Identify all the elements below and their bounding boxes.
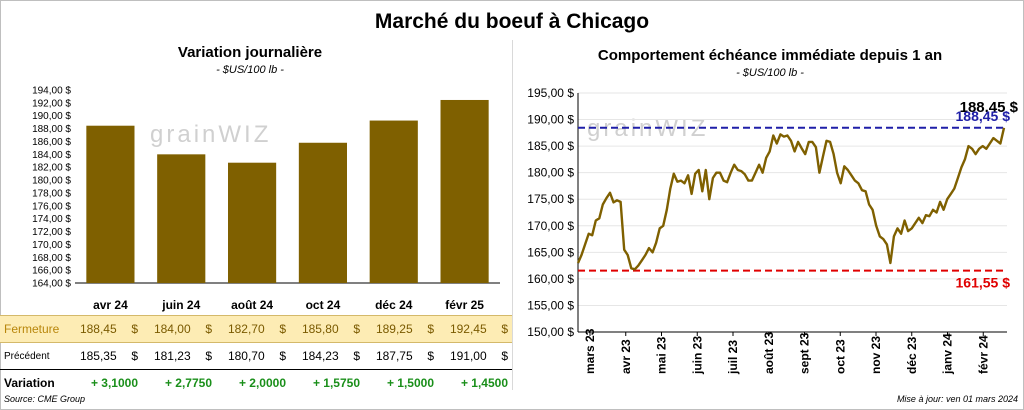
- x-tick-label: oct 23: [833, 339, 847, 374]
- y-tick-label: 186,00 $: [32, 137, 71, 148]
- price-table: Fermeture 188,45 $ 184,00 $ 182,70 $ 185…: [0, 315, 512, 396]
- right-chart-title: Comportement échéance immédiate depuis 1…: [597, 47, 943, 64]
- y-tick-label: 190,00 $: [527, 113, 574, 127]
- table-cell: + 1,5000: [364, 369, 438, 396]
- series-line: [576, 127, 1006, 271]
- row-label: Variation: [0, 369, 68, 396]
- table-cell: 184,00 $: [142, 315, 216, 343]
- y-tick-label: 170,00 $: [32, 240, 71, 251]
- x-tick-label: mai 23: [655, 336, 669, 374]
- bar-déc 24: [369, 120, 418, 283]
- y-tick-label: 185,00 $: [527, 139, 574, 153]
- table-row-precedent: Précédent 185,35 $ 181,23 $ 180,70 $ 184…: [0, 343, 512, 370]
- y-tick-label: 174,00 $: [32, 214, 71, 225]
- row-label: Fermeture: [0, 315, 68, 343]
- table-cell: + 1,4500: [438, 369, 512, 396]
- panel-divider: [512, 40, 513, 390]
- table-row-variation: Variation + 3,1000 + 2,7750 + 2,0000 + 1…: [0, 369, 512, 396]
- table-cell: + 2,7750: [142, 369, 216, 396]
- y-tick-label: 168,00 $: [32, 253, 71, 264]
- reference-label-high: 188,45 $: [956, 108, 1011, 124]
- bar-chart: grainWIZ 164,00 $ 166,00 $ 168,00 $ 170,00 $…: [32, 86, 500, 312]
- source-note: Source: CME Group: [4, 394, 86, 404]
- y-tick-label: 172,00 $: [32, 227, 71, 238]
- bar-févr 25: [440, 99, 489, 283]
- y-tick-label: 165,00 $: [527, 245, 574, 259]
- y-tick-label: 166,00 $: [32, 266, 71, 277]
- bar-août 24: [228, 162, 277, 283]
- table-cell: 185,80 $: [290, 315, 364, 343]
- table-cell: 187,75 $: [375, 349, 434, 363]
- table-cell: 180,70 $: [227, 349, 286, 363]
- last-value-label: 188,45 $: [960, 99, 1019, 116]
- table-cell: + 1,5750: [290, 369, 364, 396]
- y-tick-label: 184,00 $: [32, 150, 71, 161]
- x-tick-label: août 24: [231, 298, 273, 312]
- y-tick-label: 188,00 $: [32, 124, 71, 135]
- x-tick-label: déc 23: [905, 336, 919, 374]
- table-cell: + 2,0000: [216, 369, 290, 396]
- table-cell: 191,00 $: [449, 349, 508, 363]
- table-cell: + 3,1000: [68, 369, 142, 396]
- x-tick-label: juin 23: [690, 336, 704, 375]
- x-tick-label: juin 24: [161, 298, 200, 312]
- y-tick-label: 182,00 $: [32, 163, 71, 174]
- reference-label-low: 161,55 $: [956, 275, 1011, 291]
- x-tick-label: nov 23: [869, 336, 883, 374]
- row-label: Précédent: [4, 350, 50, 362]
- y-tick-label: 160,00 $: [527, 272, 574, 286]
- x-tick-label: août 23: [762, 332, 776, 374]
- x-tick-label: janv 24: [941, 333, 955, 375]
- x-tick-label: juil 23: [726, 340, 740, 375]
- bar-avr 24: [86, 125, 135, 283]
- y-tick-label: 180,00 $: [527, 166, 574, 180]
- x-tick-label: avr 23: [619, 339, 633, 374]
- y-tick-label: 195,00 $: [527, 86, 574, 100]
- y-tick-label: 180,00 $: [32, 176, 71, 187]
- y-tick-label: 178,00 $: [32, 188, 71, 199]
- y-tick-label: 164,00 $: [32, 279, 71, 290]
- x-tick-label: sept 23: [798, 332, 812, 374]
- table-cell: 182,70 $: [216, 315, 290, 343]
- table-cell: 192,45 $: [438, 315, 512, 343]
- left-chart-unit: - $US/100 lb -: [216, 64, 284, 76]
- table-row-fermeture: Fermeture 188,45 $ 184,00 $ 182,70 $ 185…: [0, 315, 512, 343]
- x-tick-label: mars 23: [583, 328, 597, 374]
- table-cell: 185,35 $: [79, 349, 138, 363]
- y-tick-label: 194,00 $: [32, 86, 71, 97]
- left-chart-title: Variation journalière: [177, 44, 323, 61]
- table-cell: 181,23 $: [153, 349, 212, 363]
- y-tick-label: 176,00 $: [32, 201, 71, 212]
- bar-juin 24: [157, 154, 206, 283]
- table-cell: 189,25 $: [364, 315, 438, 343]
- x-tick-label: oct 24: [306, 298, 341, 312]
- table-cell: 188,45 $: [68, 315, 142, 343]
- y-tick-label: 170,00 $: [527, 219, 574, 233]
- y-tick-label: 150,00 $: [527, 325, 574, 339]
- x-tick-label: déc 24: [375, 298, 413, 312]
- x-tick-label: févr 25: [445, 298, 484, 312]
- update-note: Mise à jour: ven 01 mars 2024: [896, 394, 1018, 404]
- x-tick-label: févr 24: [976, 335, 990, 374]
- y-tick-label: 192,00 $: [32, 98, 71, 109]
- y-tick-label: 155,00 $: [527, 298, 574, 312]
- page-title: Marché du boeuf à Chicago: [374, 10, 650, 33]
- right-chart-unit: - $US/100 lb -: [736, 67, 804, 79]
- y-tick-label: 175,00 $: [527, 192, 574, 206]
- bar-oct 24: [298, 142, 347, 283]
- watermark: grainWIZ: [150, 121, 271, 148]
- table-cell: 184,23 $: [301, 349, 360, 363]
- x-tick-label: avr 24: [93, 298, 128, 312]
- y-tick-label: 190,00 $: [32, 111, 71, 122]
